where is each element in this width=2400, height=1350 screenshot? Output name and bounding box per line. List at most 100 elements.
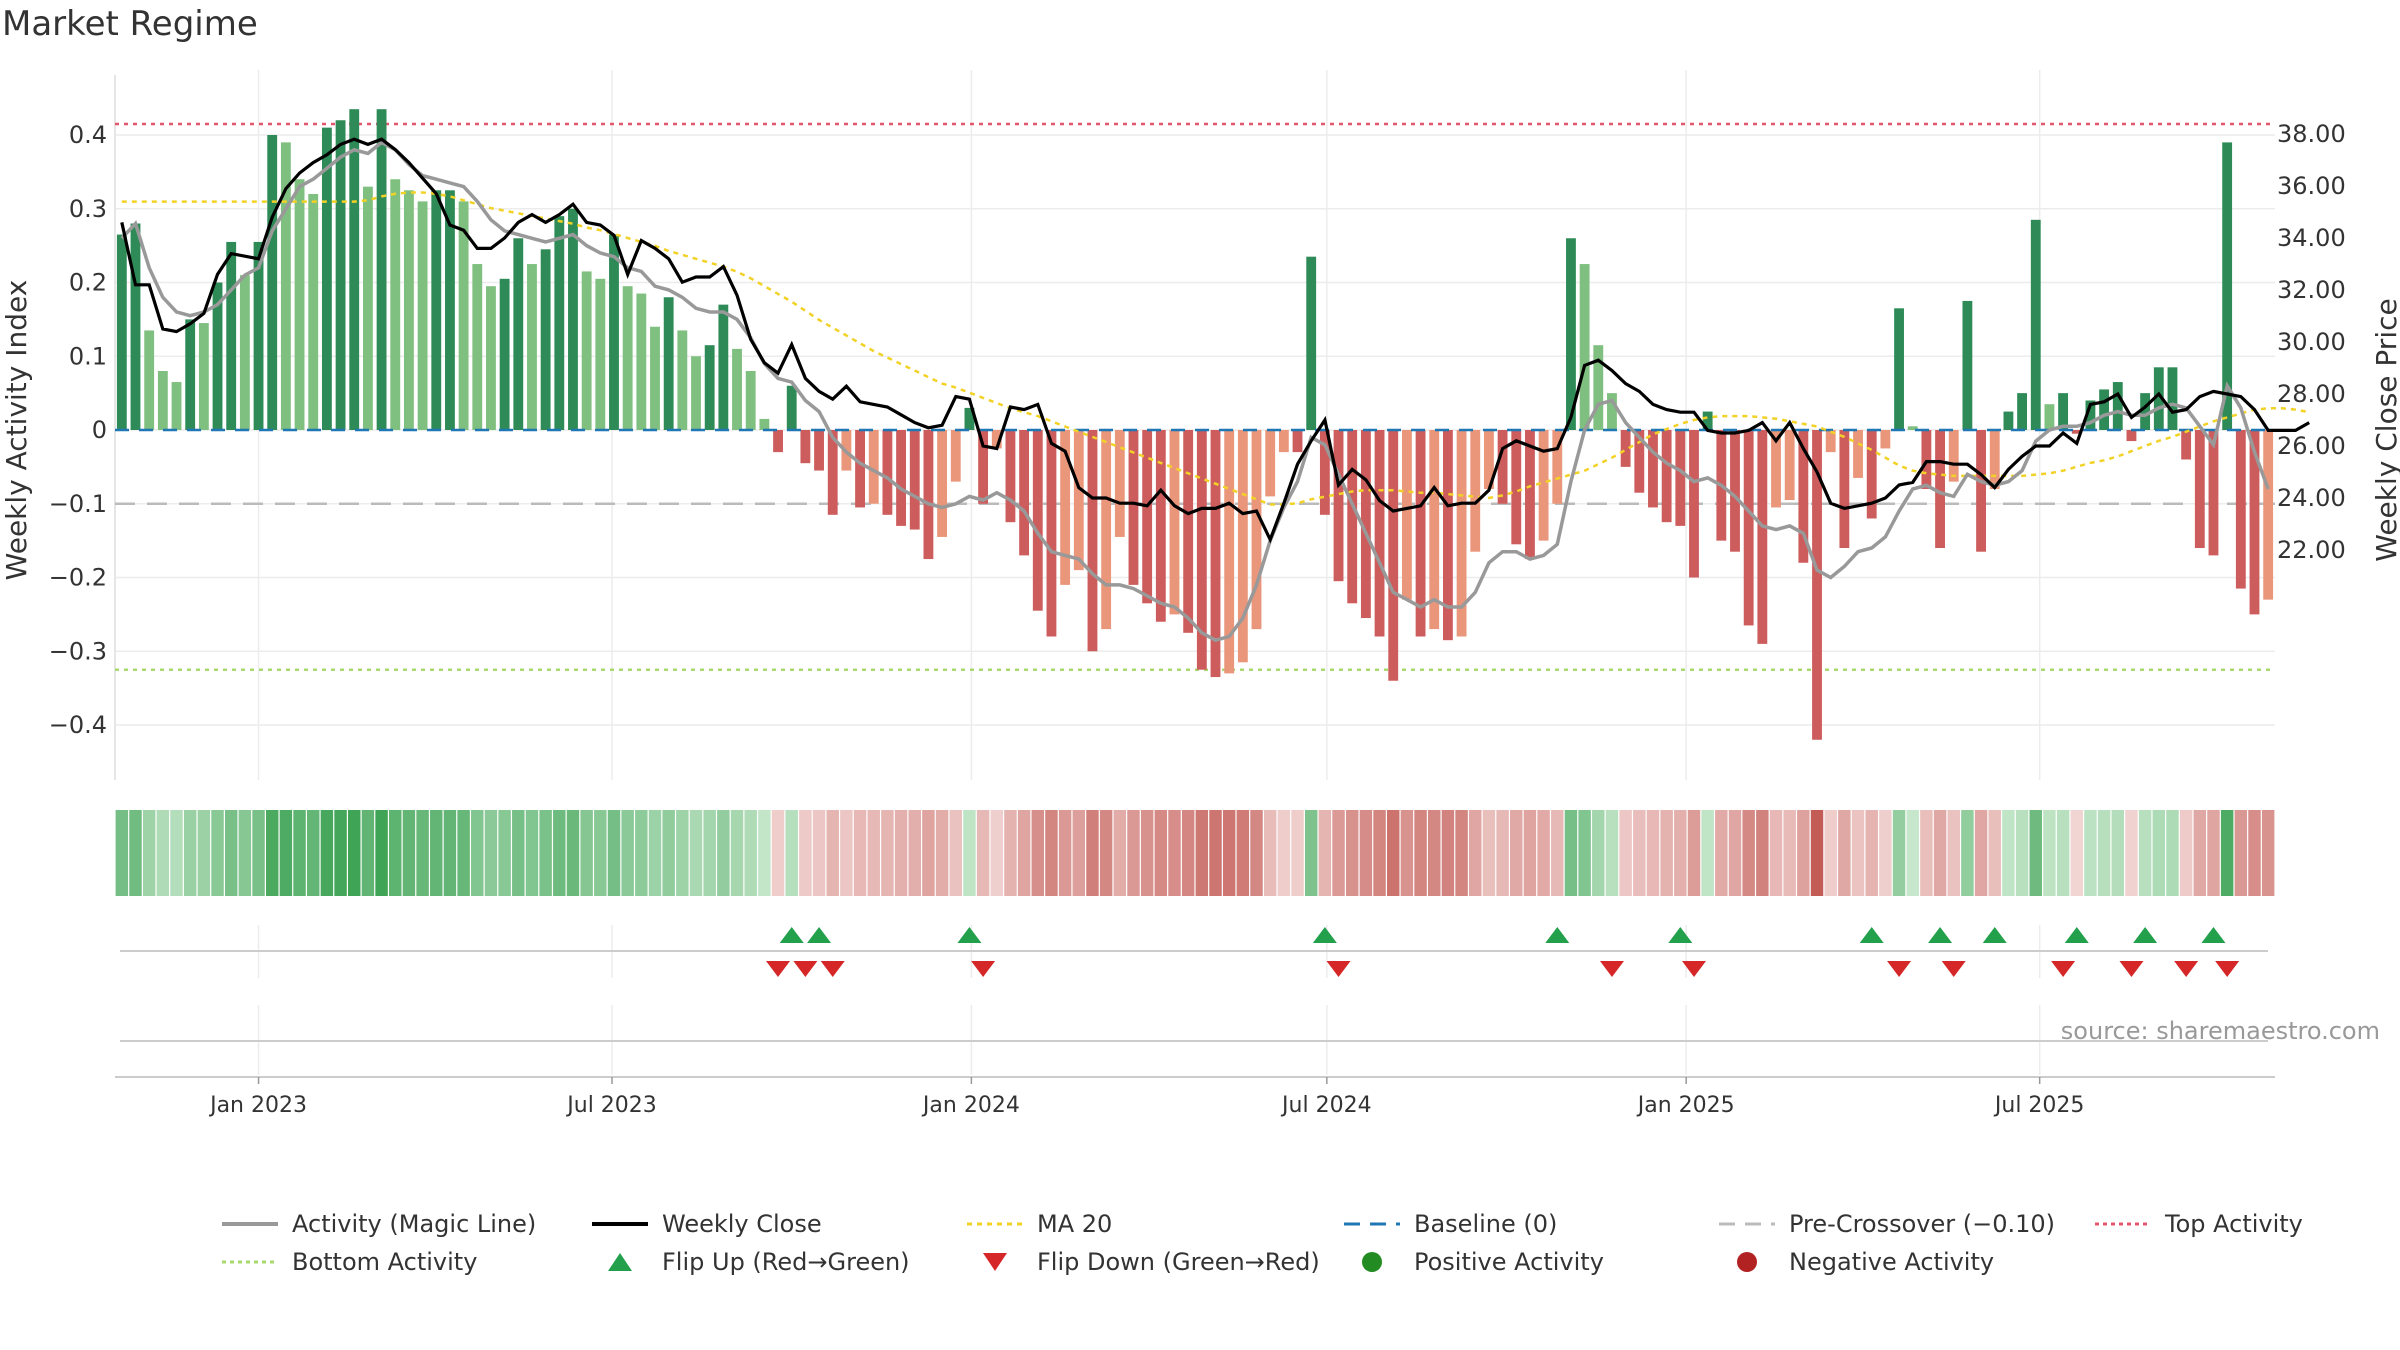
activity-bar [1101,430,1112,630]
y2-tick-label: 24.00 [2277,484,2346,512]
regime-strip-cell [949,810,962,896]
regime-strip-cell [2070,810,2084,896]
regime-strip-cell [607,810,621,896]
regime-strip-cell [224,810,238,896]
activity-bar [1265,430,1276,497]
regime-strip-cell [1263,810,1277,896]
activity-bar [1866,430,1877,519]
flip-down-marker [971,961,996,977]
x-tick-label: Jan 2025 [1636,1093,1735,1118]
activity-bar [1497,430,1508,504]
activity-bar [157,371,168,430]
legend-item-bottom-activity: Bottom Activity [220,1243,477,1281]
activity-bar [1948,430,1959,482]
activity-bar [2153,367,2164,430]
activity-bar [718,304,729,431]
flip-up-marker [2064,927,2089,943]
activity-bar [2208,430,2219,556]
activity-bar [349,109,360,430]
activity-bar [1962,300,1973,430]
legend-label: MA 20 [1037,1210,1113,1238]
activity-bar [445,190,455,430]
activity-bar [1566,238,1576,430]
regime-strip-cell [894,810,908,896]
flip-up-marker [1545,927,1570,943]
flip-up-marker [1982,927,2007,943]
activity-bar [1907,426,1918,430]
legend: Activity (Magic Line) Weekly Close MA 20… [0,1190,2400,1276]
activity-bar [1292,430,1303,453]
regime-strip-cell [812,810,826,896]
regime-strip-cell [2234,810,2248,896]
legend-line-ma20-icon [965,1209,1025,1239]
activity-bar [1593,345,1604,430]
regime-strip-cell [1906,810,1919,896]
flip-up-marker [779,927,804,943]
activity-bar [171,382,182,430]
magic-line [120,140,2270,643]
regime-strip-cell [853,810,867,896]
activity-bar [486,286,496,430]
regime-strip-cell [1086,810,1099,896]
activity-bar [909,430,920,530]
regime-strip-cell [252,810,265,896]
regime-strip-cell [348,810,361,896]
flip-up-marker [1859,927,1884,943]
legend-line-baseline-icon [1342,1209,1402,1239]
activity-bar [1306,256,1317,430]
y-tick-label: −0.4 [49,711,107,739]
activity-bar [239,275,250,431]
regime-strip-cell [539,810,552,896]
activity-bar [2017,393,2028,431]
activity-bar [2222,142,2233,431]
flip-up-marker [1668,927,1693,943]
activity-bar [759,418,770,430]
regime-strip-cell [430,810,443,896]
regime-strip-cell [771,810,785,896]
activity-bar [1032,430,1043,611]
activity-bar [1128,430,1139,585]
activity-bar [1388,430,1399,681]
regime-strip-cell [1058,810,1072,896]
regime-strip-cell [498,810,511,896]
y-tick-label: −0.1 [49,490,107,518]
regime-strip-cell [963,810,976,896]
activity-bar [280,142,291,431]
activity-bar [1196,430,1207,670]
activity-bar [923,430,934,560]
regime-strip-cell [1345,810,1359,896]
regime-strip-cell [1551,810,1564,896]
flip-down-marker [766,961,791,977]
regime-strip-cell [1537,810,1550,896]
legend-label: Weekly Close [662,1210,822,1238]
legend-label: Top Activity [2165,1210,2303,1238]
regime-strip-cell [1769,810,1783,896]
activity-bar [827,430,838,515]
activity-bar [1880,430,1891,449]
activity-bars [116,109,2274,740]
activity-bar [2099,389,2110,430]
regime-strip-cell [443,810,457,896]
regime-strip-cell [1523,810,1537,896]
regime-strip-cell [306,810,320,896]
activity-bar [855,430,865,508]
y-tick-label: 0.1 [69,342,107,370]
ma20-line [121,191,2310,506]
activity-bar [1894,308,1904,430]
market-regime-chart: 0.4 0.3 0.2 0.1 0 −0.1 −0.2 −0.3 −0.4 38.00 36.00 3… [0,70,2400,1118]
source-label: source: sharemaestro.com [2061,1017,2380,1045]
regime-strip-cell [1127,810,1140,896]
regime-strip-cell [2097,810,2111,896]
activity-bar [663,297,674,430]
regime-strip-cell [1810,810,1824,896]
legend-label: Bottom Activity [292,1248,478,1276]
legend-item-ma20: MA 20 [965,1205,1112,1243]
activity-bar [1812,430,1822,740]
activity-bar [1210,430,1221,678]
y2-tick-label: 32.00 [2277,276,2346,304]
activity-bar [745,371,756,430]
activity-bar [2249,430,2260,615]
regime-strip-cell [2056,810,2070,896]
regime-strip-cell [1592,810,1605,896]
legend-label: Flip Up (Red→Green) [662,1248,910,1276]
